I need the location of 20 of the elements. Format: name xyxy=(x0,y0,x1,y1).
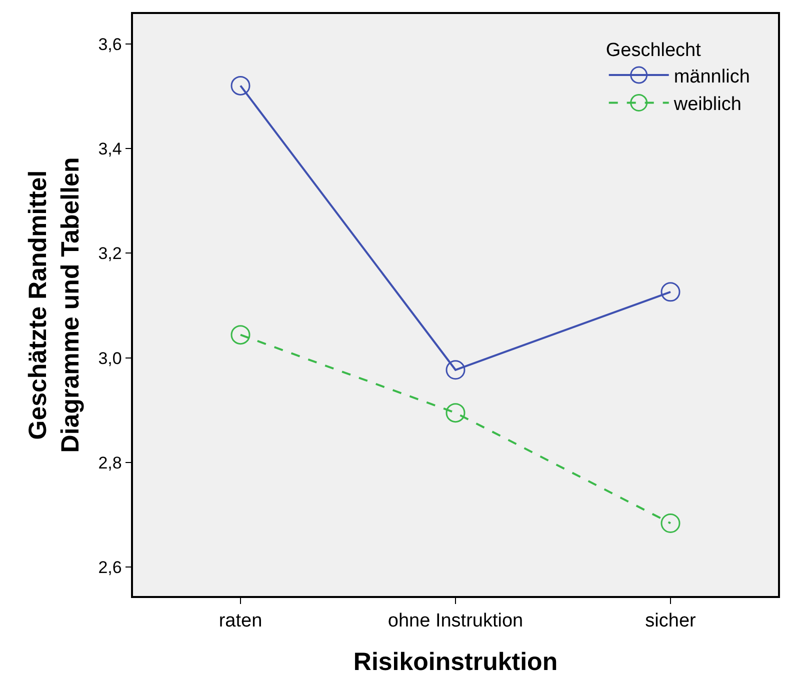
y-tick-label: 3,0 xyxy=(98,348,122,368)
x-axis-title: Risikoinstruktion xyxy=(353,648,558,676)
legend-label: weiblich xyxy=(672,94,742,116)
point xyxy=(230,76,250,96)
y-tick-label: 3,6 xyxy=(98,34,122,54)
legend-label: männlich xyxy=(674,66,750,88)
y-tick-label: 3,2 xyxy=(98,244,122,264)
x-tick-label: raten xyxy=(218,610,262,632)
x-tick-label: sicher xyxy=(645,610,697,632)
y-tick-label: 2,6 xyxy=(98,558,122,578)
y-tick-label: 2,8 xyxy=(98,453,122,472)
point xyxy=(230,325,250,345)
point xyxy=(446,403,466,423)
y-tick-label: 3,4 xyxy=(98,139,122,158)
y-axis-title: Geschätzte Randmittel Diagramme und Tabellen xyxy=(24,157,84,453)
point xyxy=(660,282,680,302)
point xyxy=(660,514,680,533)
x-tick-label: ohne Instruktion xyxy=(388,610,524,632)
legend-title: Geschlecht xyxy=(606,40,702,62)
point xyxy=(446,360,466,380)
